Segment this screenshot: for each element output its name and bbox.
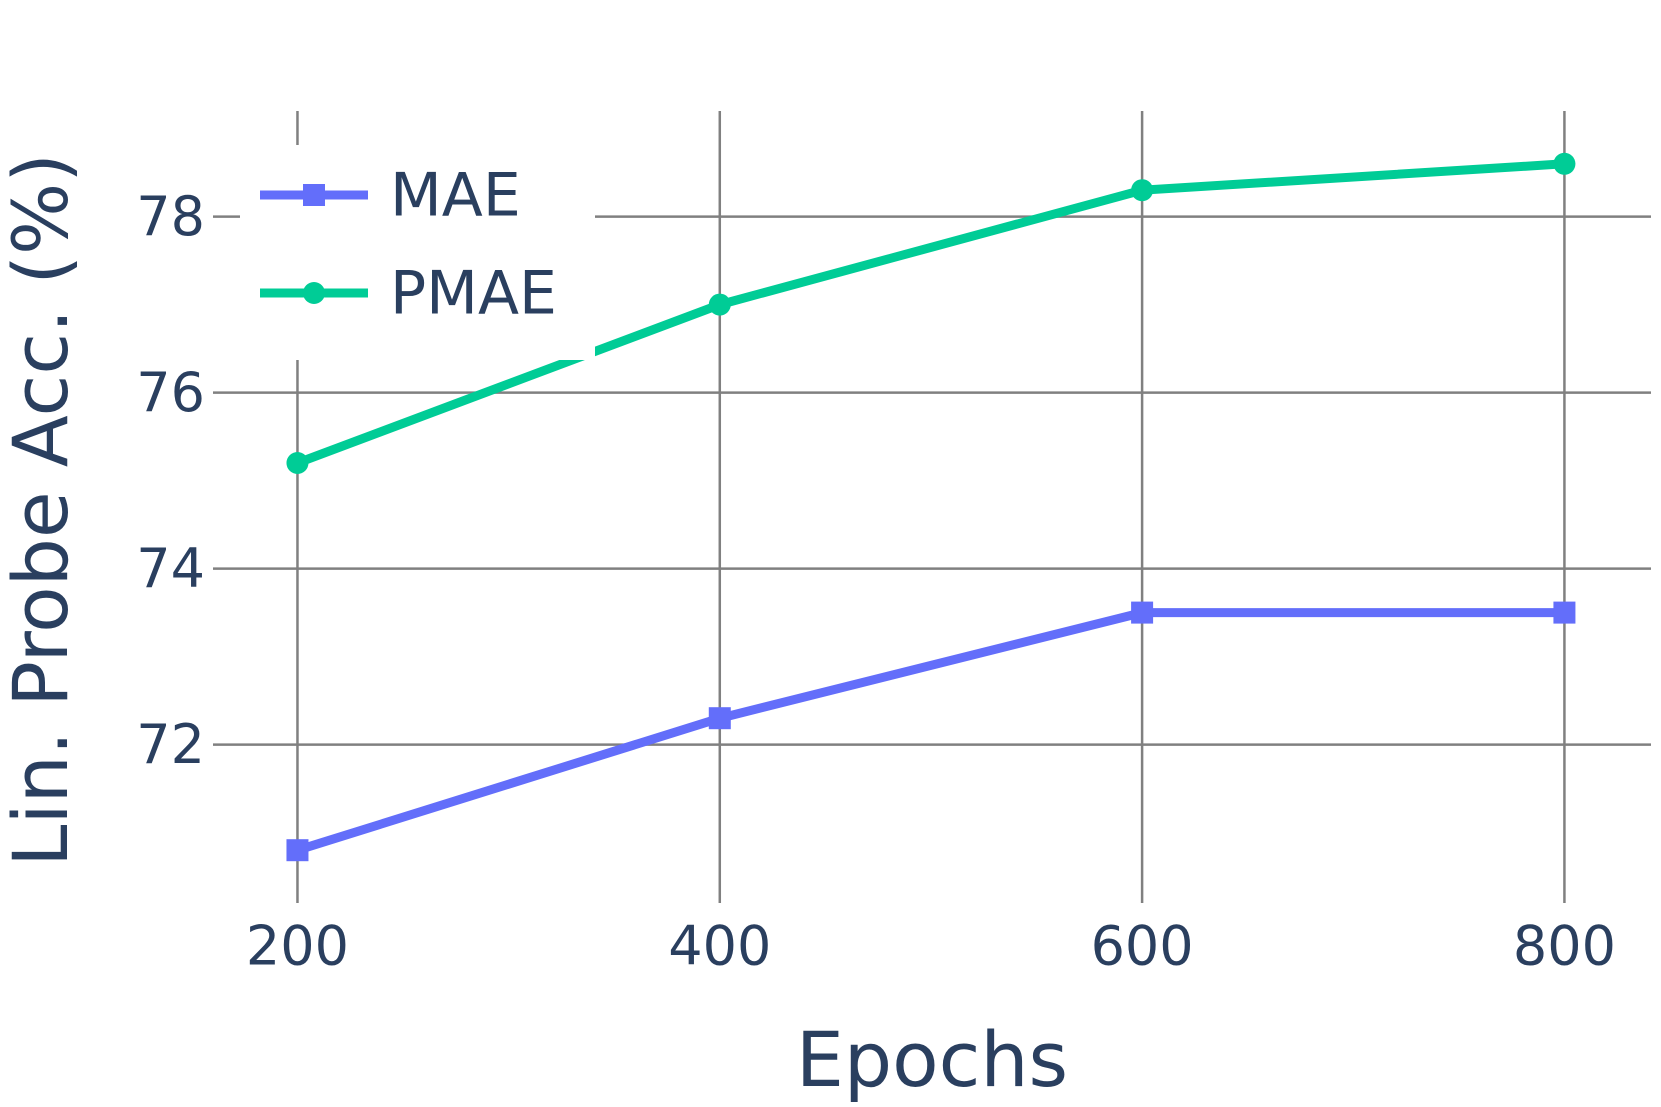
data-point bbox=[1131, 601, 1154, 624]
y-tick-label: 76 bbox=[136, 361, 205, 424]
legend-marker bbox=[303, 282, 325, 304]
legend: MAE PMAE bbox=[240, 145, 595, 360]
data-point bbox=[286, 839, 309, 862]
y-axis-title: Lin. Probe Acc. (%) bbox=[0, 153, 85, 867]
series-line bbox=[296, 608, 1565, 855]
y-tick-label: 78 bbox=[136, 185, 205, 248]
legend-background bbox=[240, 145, 595, 360]
data-point bbox=[286, 452, 309, 474]
legend-label: MAE bbox=[390, 161, 521, 231]
series-line bbox=[295, 159, 1565, 468]
data-point bbox=[1553, 152, 1576, 175]
x-tick-label: 600 bbox=[1091, 915, 1194, 978]
legend-marker bbox=[303, 184, 325, 206]
x-tick-label: 400 bbox=[668, 915, 771, 978]
legend-label: PMAE bbox=[390, 259, 557, 329]
data-point bbox=[708, 707, 731, 730]
y-tick-label: 74 bbox=[136, 537, 205, 600]
data-point bbox=[708, 293, 731, 316]
x-tick-label: 800 bbox=[1513, 915, 1616, 978]
x-axis-title: Epochs bbox=[796, 1015, 1068, 1104]
y-tick-label: 72 bbox=[136, 713, 205, 776]
x-tick-label: 200 bbox=[246, 915, 349, 978]
data-point bbox=[1553, 601, 1576, 624]
data-point bbox=[1131, 179, 1154, 202]
